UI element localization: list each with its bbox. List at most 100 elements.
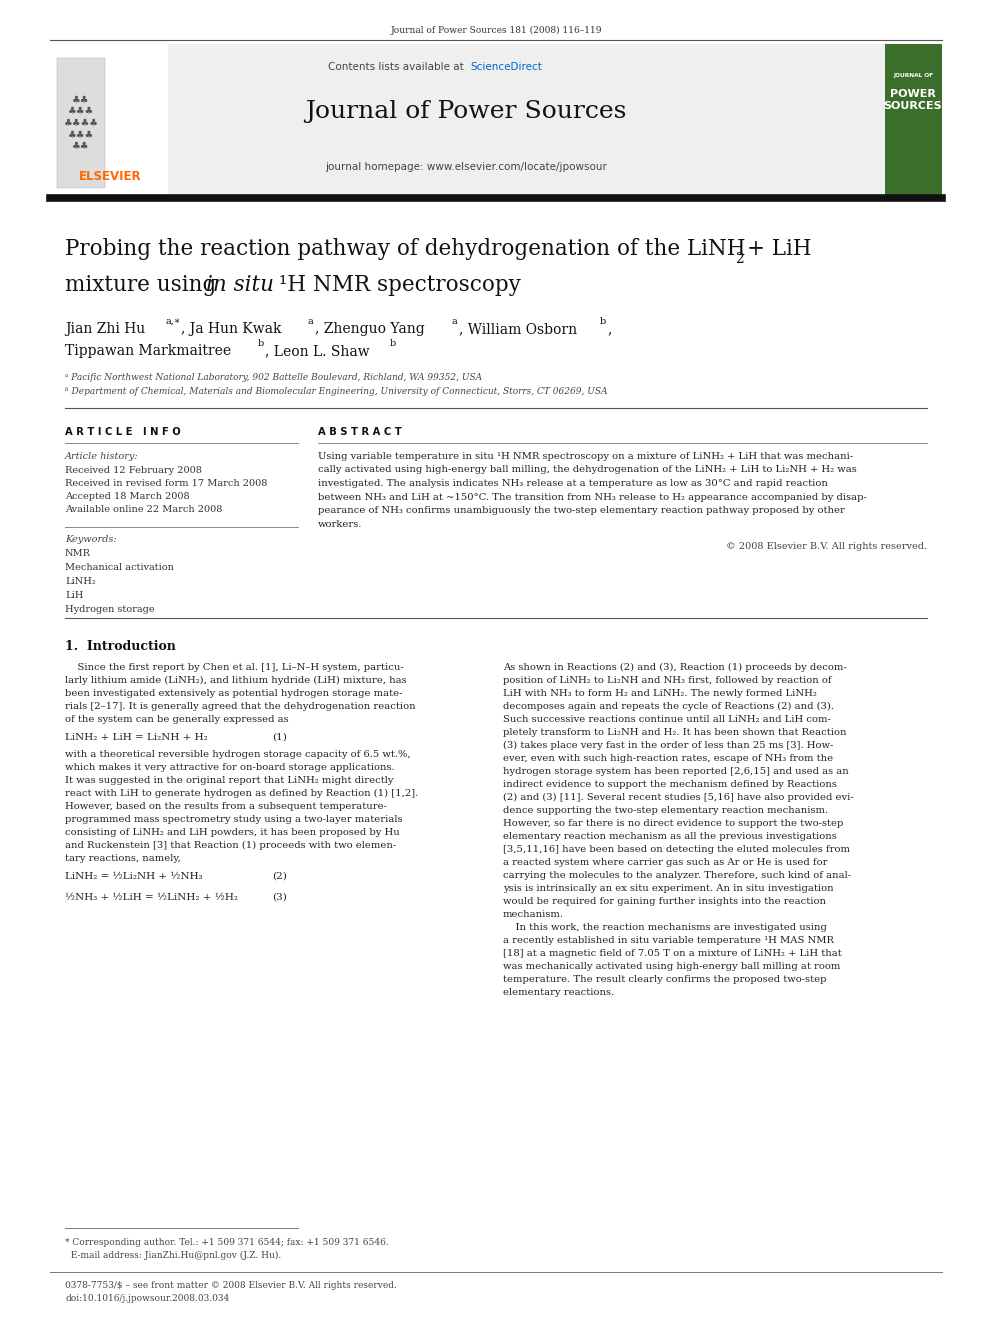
Text: [18] at a magnetic field of 7.05 T on a mixture of LiNH₂ + LiH that: [18] at a magnetic field of 7.05 T on a … <box>503 949 842 958</box>
Text: Received in revised form 17 March 2008: Received in revised form 17 March 2008 <box>65 479 268 488</box>
Text: indirect evidence to support the mechanism defined by Reactions: indirect evidence to support the mechani… <box>503 781 837 789</box>
Text: ever, even with such high-reaction rates, escape of NH₃ from the: ever, even with such high-reaction rates… <box>503 754 833 763</box>
Text: (2): (2) <box>272 872 287 881</box>
Text: rials [2–17]. It is generally agreed that the dehydrogenation reaction: rials [2–17]. It is generally agreed tha… <box>65 703 416 710</box>
Text: hydrogen storage system has been reported [2,6,15] and used as an: hydrogen storage system has been reporte… <box>503 767 849 777</box>
Text: mechanism.: mechanism. <box>503 910 564 919</box>
Text: Hydrogen storage: Hydrogen storage <box>65 605 155 614</box>
Text: 0378-7753/$ – see front matter © 2008 Elsevier B.V. All rights reserved.: 0378-7753/$ – see front matter © 2008 El… <box>65 1281 397 1290</box>
Text: , Zhenguo Yang: , Zhenguo Yang <box>315 321 425 336</box>
Text: As shown in Reactions (2) and (3), Reaction (1) proceeds by decom-: As shown in Reactions (2) and (3), React… <box>503 663 847 672</box>
Text: programmed mass spectrometry study using a two-layer materials: programmed mass spectrometry study using… <box>65 815 403 824</box>
Text: with a theoretical reversible hydrogen storage capacity of 6.5 wt.%,: with a theoretical reversible hydrogen s… <box>65 750 411 759</box>
Text: However, so far there is no direct evidence to support the two-step: However, so far there is no direct evide… <box>503 819 843 828</box>
Text: Contents lists available at: Contents lists available at <box>328 62 467 71</box>
Text: ScienceDirect: ScienceDirect <box>470 62 542 71</box>
Text: Accepted 18 March 2008: Accepted 18 March 2008 <box>65 492 189 501</box>
Text: decomposes again and repeats the cycle of Reactions (2) and (3).: decomposes again and repeats the cycle o… <box>503 703 834 712</box>
Text: ♣♣
♣♣♣
♣♣♣♣
♣♣♣
♣♣: ♣♣ ♣♣♣ ♣♣♣♣ ♣♣♣ ♣♣ <box>63 95 98 151</box>
Text: pearance of NH₃ confirms unambiguously the two-step elementary reaction pathway : pearance of NH₃ confirms unambiguously t… <box>318 505 845 515</box>
Text: journal homepage: www.elsevier.com/locate/jpowsour: journal homepage: www.elsevier.com/locat… <box>325 161 607 172</box>
Text: Keywords:: Keywords: <box>65 534 117 544</box>
Text: 1.  Introduction: 1. Introduction <box>65 640 176 654</box>
Text: * Corresponding author. Tel.: +1 509 371 6544; fax: +1 509 371 6546.: * Corresponding author. Tel.: +1 509 371… <box>65 1238 389 1248</box>
Text: It was suggested in the original report that LiNH₂ might directly: It was suggested in the original report … <box>65 777 394 785</box>
Text: A R T I C L E   I N F O: A R T I C L E I N F O <box>65 427 181 437</box>
Text: Tippawan Markmaitree: Tippawan Markmaitree <box>65 344 231 359</box>
Text: temperature. The result clearly confirms the proposed two-step: temperature. The result clearly confirms… <box>503 975 826 984</box>
Text: , Leon L. Shaw: , Leon L. Shaw <box>265 344 370 359</box>
Text: ½NH₃ + ½LiH = ½LiNH₂ + ½H₂: ½NH₃ + ½LiH = ½LiNH₂ + ½H₂ <box>65 893 238 902</box>
Text: cally activated using high-energy ball milling, the dehydrogenation of the LiNH₂: cally activated using high-energy ball m… <box>318 466 857 475</box>
Text: LiNH₂ + LiH = Li₂NH + H₂: LiNH₂ + LiH = Li₂NH + H₂ <box>65 733 207 742</box>
Text: of the system can be generally expressed as: of the system can be generally expressed… <box>65 714 289 724</box>
Text: Journal of Power Sources: Journal of Power Sources <box>306 101 627 123</box>
Text: Using variable temperature in situ ¹H NMR spectroscopy on a mixture of LiNH₂ + L: Using variable temperature in situ ¹H NM… <box>318 452 853 460</box>
Text: (1): (1) <box>272 733 287 742</box>
Text: Article history:: Article history: <box>65 452 139 460</box>
Text: NMR: NMR <box>65 549 91 558</box>
Text: react with LiH to generate hydrogen as defined by Reaction (1) [1,2].: react with LiH to generate hydrogen as d… <box>65 789 419 798</box>
Text: Since the first report by Chen et al. [1], Li–N–H system, particu-: Since the first report by Chen et al. [1… <box>65 663 404 672</box>
Text: ysis is intrinsically an ex situ experiment. An in situ investigation: ysis is intrinsically an ex situ experim… <box>503 884 833 893</box>
Text: ELSEVIER: ELSEVIER <box>78 169 141 183</box>
Text: Jian Zhi Hu: Jian Zhi Hu <box>65 321 145 336</box>
FancyBboxPatch shape <box>50 44 168 196</box>
Text: Available online 22 March 2008: Available online 22 March 2008 <box>65 505 222 515</box>
Text: Received 12 February 2008: Received 12 February 2008 <box>65 466 202 475</box>
Text: a reacted system where carrier gas such as Ar or He is used for: a reacted system where carrier gas such … <box>503 859 827 867</box>
Text: Journal of Power Sources 181 (2008) 116–119: Journal of Power Sources 181 (2008) 116–… <box>390 26 602 36</box>
Text: 2: 2 <box>735 251 744 266</box>
Text: E-mail address: JianZhi.Hu@pnl.gov (J.Z. Hu).: E-mail address: JianZhi.Hu@pnl.gov (J.Z.… <box>65 1252 282 1259</box>
Text: [3,5,11,16] have been based on detecting the eluted molecules from: [3,5,11,16] have been based on detecting… <box>503 845 850 855</box>
Text: In this work, the reaction mechanisms are investigated using: In this work, the reaction mechanisms ar… <box>503 923 827 931</box>
Text: ᵇ Department of Chemical, Materials and Biomolecular Engineering, University of : ᵇ Department of Chemical, Materials and … <box>65 388 607 396</box>
Text: and Ruckenstein [3] that Reaction (1) proceeds with two elemen-: and Ruckenstein [3] that Reaction (1) pr… <box>65 841 396 851</box>
Text: Such successive reactions continue until all LiNH₂ and LiH com-: Such successive reactions continue until… <box>503 714 831 724</box>
Text: ¹H NMR spectroscopy: ¹H NMR spectroscopy <box>272 274 521 296</box>
Text: tary reactions, namely,: tary reactions, namely, <box>65 855 181 863</box>
Text: LiH with NH₃ to form H₂ and LiNH₂. The newly formed LiNH₂: LiH with NH₃ to form H₂ and LiNH₂. The n… <box>503 689 816 699</box>
Text: mixture using: mixture using <box>65 274 223 296</box>
FancyBboxPatch shape <box>57 58 105 188</box>
Text: LiNH₂ = ½Li₂NH + ½NH₃: LiNH₂ = ½Li₂NH + ½NH₃ <box>65 872 202 881</box>
Text: elementary reactions.: elementary reactions. <box>503 988 614 998</box>
Text: a recently established in situ variable temperature ¹H MAS NMR: a recently established in situ variable … <box>503 935 834 945</box>
Text: would be required for gaining further insights into the reaction: would be required for gaining further in… <box>503 897 826 906</box>
Text: a: a <box>308 318 313 325</box>
Text: a: a <box>452 318 457 325</box>
Text: ,: , <box>607 321 611 336</box>
Text: However, based on the results from a subsequent temperature-: However, based on the results from a sub… <box>65 802 387 811</box>
Text: workers.: workers. <box>318 520 362 528</box>
Text: LiNH₂: LiNH₂ <box>65 577 95 586</box>
Text: Mechanical activation: Mechanical activation <box>65 564 174 572</box>
Text: , William Osborn: , William Osborn <box>459 321 577 336</box>
Text: JOURNAL OF: JOURNAL OF <box>893 73 933 78</box>
Text: carrying the molecules to the analyzer. Therefore, such kind of anal-: carrying the molecules to the analyzer. … <box>503 871 851 880</box>
Text: position of LiNH₂ to Li₂NH and NH₃ first, followed by reaction of: position of LiNH₂ to Li₂NH and NH₃ first… <box>503 676 831 685</box>
Text: which makes it very attractive for on-board storage applications.: which makes it very attractive for on-bo… <box>65 763 395 773</box>
Text: been investigated extensively as potential hydrogen storage mate-: been investigated extensively as potenti… <box>65 689 403 699</box>
Text: dence supporting the two-step elementary reaction mechanism.: dence supporting the two-step elementary… <box>503 806 828 815</box>
FancyBboxPatch shape <box>50 44 885 196</box>
Text: consisting of LiNH₂ and LiH powders, it has been proposed by Hu: consisting of LiNH₂ and LiH powders, it … <box>65 828 400 837</box>
Text: A B S T R A C T: A B S T R A C T <box>318 427 402 437</box>
Text: in situ: in situ <box>206 274 274 296</box>
FancyBboxPatch shape <box>885 44 942 196</box>
Text: elementary reaction mechanism as all the previous investigations: elementary reaction mechanism as all the… <box>503 832 836 841</box>
Text: LiH: LiH <box>65 591 83 601</box>
Text: Probing the reaction pathway of dehydrogenation of the LiNH: Probing the reaction pathway of dehydrog… <box>65 238 746 261</box>
Text: (3): (3) <box>272 893 287 902</box>
Text: (3) takes place very fast in the order of less than 25 ms [3]. How-: (3) takes place very fast in the order o… <box>503 741 833 750</box>
Text: larly lithium amide (LiNH₂), and lithium hydride (LiH) mixture, has: larly lithium amide (LiNH₂), and lithium… <box>65 676 407 685</box>
Text: + LiH: + LiH <box>747 238 811 261</box>
Text: b: b <box>390 339 396 348</box>
Text: was mechanically activated using high-energy ball milling at room: was mechanically activated using high-en… <box>503 962 840 971</box>
Text: investigated. The analysis indicates NH₃ release at a temperature as low as 30°C: investigated. The analysis indicates NH₃… <box>318 479 828 488</box>
Text: , Ja Hun Kwak: , Ja Hun Kwak <box>181 321 282 336</box>
Text: © 2008 Elsevier B.V. All rights reserved.: © 2008 Elsevier B.V. All rights reserved… <box>726 542 927 550</box>
Text: between NH₃ and LiH at ~150°C. The transition from NH₃ release to H₂ appearance : between NH₃ and LiH at ~150°C. The trans… <box>318 492 867 501</box>
Text: pletely transform to Li₂NH and H₂. It has been shown that Reaction: pletely transform to Li₂NH and H₂. It ha… <box>503 728 846 737</box>
Text: ᵃ Pacific Northwest National Laboratory, 902 Battelle Boulevard, Richland, WA 99: ᵃ Pacific Northwest National Laboratory,… <box>65 373 482 382</box>
Text: doi:10.1016/j.jpowsour.2008.03.034: doi:10.1016/j.jpowsour.2008.03.034 <box>65 1294 229 1303</box>
